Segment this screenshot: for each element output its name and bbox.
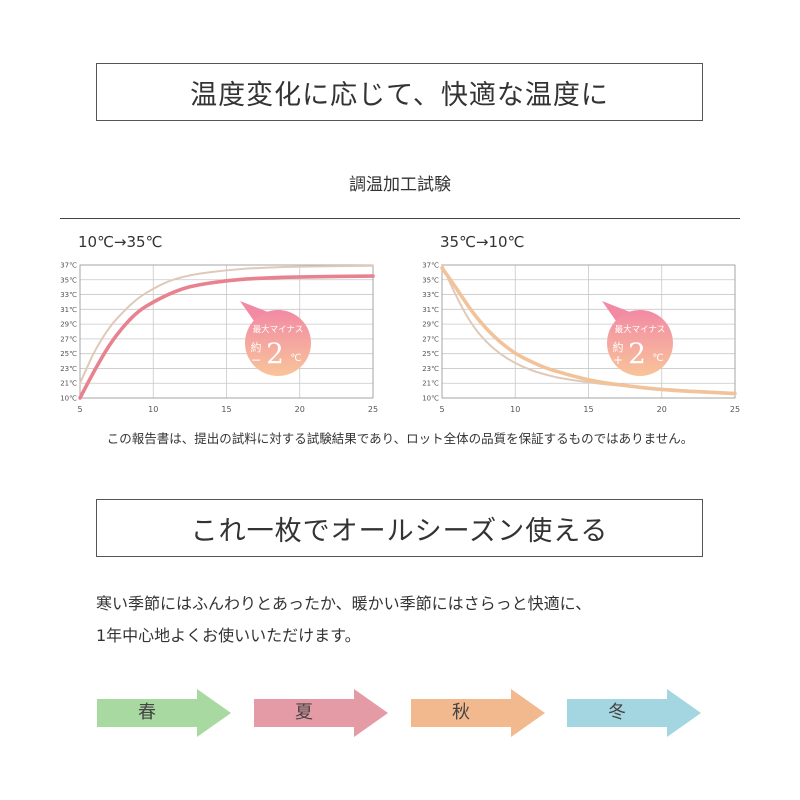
badge-sign: + xyxy=(613,353,623,367)
season-label: 秋 xyxy=(452,702,470,723)
badge-unit: ℃ xyxy=(290,353,301,364)
grid xyxy=(79,264,374,399)
y-tick-label: 31℃ xyxy=(60,306,77,314)
badge-sign: − xyxy=(251,353,261,367)
y-tick-label: 29℃ xyxy=(422,321,439,329)
badge-prefix: 約 xyxy=(251,340,262,354)
arrow-shape xyxy=(254,689,388,737)
season-label: 春 xyxy=(138,702,156,723)
y-tick-label: 33℃ xyxy=(60,291,77,299)
x-tick-label: 25 xyxy=(730,405,740,414)
y-tick-label: 35℃ xyxy=(60,276,77,284)
x-tick-label: 15 xyxy=(221,405,231,414)
y-tick-label: 37℃ xyxy=(422,262,439,270)
chart-cooling: 10℃ 21℃ 23℃ 25℃ 27℃ 29℃ 31℃ 33℃ 35℃ 37℃ 5 10 15 20 25 最… xyxy=(422,262,740,415)
arrow-shape xyxy=(411,689,545,737)
y-tick-label: 29℃ xyxy=(60,321,77,329)
y-tick-label: 33℃ xyxy=(422,291,439,299)
season-arrow-spring: 春 xyxy=(97,689,231,737)
description-line-2: 1年中心地よくお使いいただけます。 xyxy=(96,626,361,645)
badge-circle xyxy=(607,310,673,376)
y-tick-label: 21℃ xyxy=(422,380,439,388)
y-tick-label: 27℃ xyxy=(60,335,77,343)
y-tick-label: 21℃ xyxy=(60,380,77,388)
y-tick-label: 27℃ xyxy=(422,335,439,343)
y-tick-label: 23℃ xyxy=(60,365,77,373)
y-tick-label: 31℃ xyxy=(422,306,439,314)
season-label: 夏 xyxy=(295,702,313,723)
arrow-shape xyxy=(97,689,231,737)
x-tick-label: 5 xyxy=(439,405,444,414)
x-tick-label: 25 xyxy=(368,405,378,414)
y-tick-label: 25℃ xyxy=(60,350,77,358)
x-tick-label: 15 xyxy=(583,405,593,414)
disclaimer-text: この報告書は、提出の試料に対する試験結果であり、ロット全体の品質を保証するもので… xyxy=(106,431,694,446)
season-arrow-autumn: 秋 xyxy=(411,689,545,737)
main-title: 温度変化に応じて、快適な温度に xyxy=(96,63,703,121)
x-tick-label: 20 xyxy=(657,405,667,414)
x-tick-label: 10 xyxy=(510,405,520,414)
y-tick-label: 10℃ xyxy=(60,395,77,403)
x-tick-label: 20 xyxy=(295,405,305,414)
divider xyxy=(60,218,740,219)
chart-2-title: 35℃→10℃ xyxy=(440,233,525,251)
y-tick-label: 23℃ xyxy=(422,365,439,373)
badge-circle xyxy=(245,310,311,376)
description-line-1: 寒い季節にはふんわりとあったか、暖かい季節にはさらっと快適に、 xyxy=(96,594,592,613)
y-tick-label: 25℃ xyxy=(422,350,439,358)
arrow-shape xyxy=(567,689,701,737)
plot-frame xyxy=(79,264,374,399)
series-line-1 xyxy=(440,266,737,396)
series-line-1 xyxy=(78,274,375,400)
x-tick-label: 10 xyxy=(148,405,158,414)
badge-value: 2 xyxy=(628,337,646,370)
season-arrow-winter: 冬 xyxy=(567,689,701,737)
section-title: これ一枚でオールシーズン使える xyxy=(96,499,703,557)
y-tick-label: 37℃ xyxy=(60,262,77,270)
y-tick-label: 35℃ xyxy=(422,276,439,284)
badge-prefix: 約 xyxy=(613,340,624,354)
badge-value: 2 xyxy=(266,337,284,370)
chart-1-title: 10℃→35℃ xyxy=(78,233,163,251)
badge-unit: ℃ xyxy=(652,353,663,364)
test-subtitle: 調温加工試験 xyxy=(349,175,451,195)
x-tick-label: 5 xyxy=(77,405,82,414)
plot-frame xyxy=(441,264,736,399)
season-arrow-summer: 夏 xyxy=(254,689,388,737)
y-tick-label: 10℃ xyxy=(422,395,439,403)
badge-line1: 最大マイナス xyxy=(615,324,666,335)
badge-line1: 最大マイナス xyxy=(253,324,304,335)
series-line-0 xyxy=(79,264,374,385)
chart-heating: 10℃ 21℃ 23℃ 25℃ 27℃ 29℃ 31℃ 33℃ 35℃ 37℃ 5 10 15 20 25 最… xyxy=(60,262,378,415)
season-label: 冬 xyxy=(608,702,626,723)
